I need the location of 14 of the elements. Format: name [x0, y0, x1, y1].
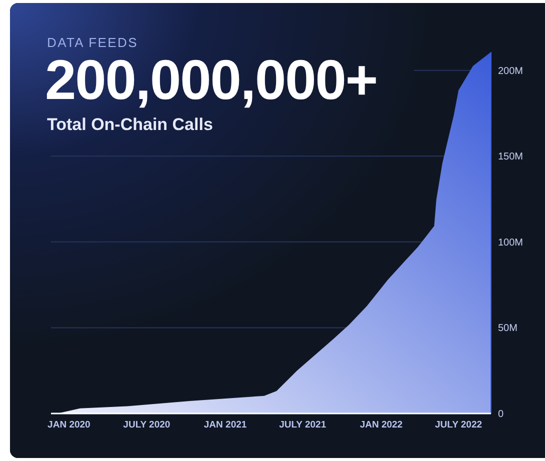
x-tick-label: JAN 2022	[360, 420, 403, 430]
x-tick-label: JAN 2020	[48, 420, 90, 430]
chart-title: 200,000,000+	[45, 48, 378, 111]
text: DATA FEEDS	[47, 35, 138, 50]
text: Total On-Chain Calls	[47, 115, 213, 134]
y-tick-label: 150M	[498, 152, 524, 163]
x-tick-label: JAN 2021	[204, 420, 248, 430]
x-tick-label: JULY 2021	[279, 420, 327, 430]
x-tick-label: JULY 2022	[435, 420, 482, 430]
y-tick-label: 200M	[498, 66, 524, 77]
y-tick-label: 50M	[498, 323, 518, 334]
y-tick-label: 100M	[498, 237, 524, 248]
y-tick-label: 0	[498, 409, 504, 420]
x-tick-label: JULY 2020	[123, 420, 170, 430]
